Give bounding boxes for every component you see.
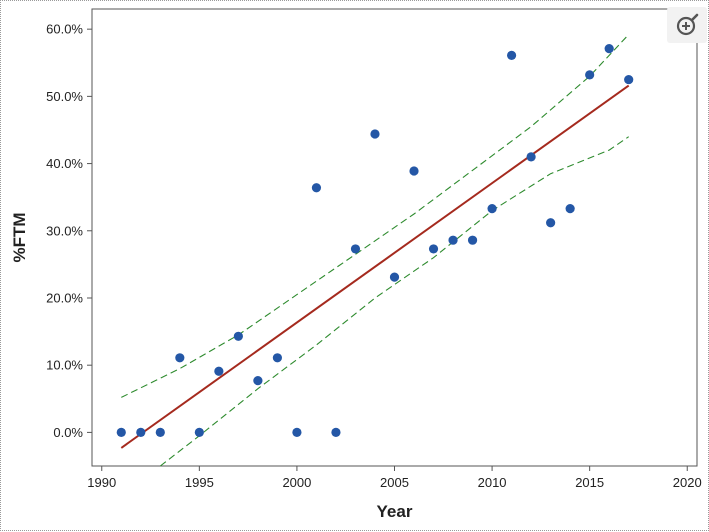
- data-point: [155, 427, 165, 437]
- data-point: [624, 74, 634, 85]
- data-point: [331, 427, 341, 437]
- x-tick-label: 2020: [673, 475, 702, 490]
- lower-confidence-line: [159, 136, 630, 467]
- data-point: [585, 70, 595, 80]
- zoom-button[interactable]: [667, 7, 707, 43]
- x-tick-label: 1990: [87, 475, 116, 490]
- x-tick-label: 2000: [282, 475, 311, 490]
- data-point: [136, 427, 146, 437]
- data-point: [506, 50, 517, 60]
- y-tick-label: 10.0%: [46, 358, 83, 373]
- x-tick-label: 1995: [185, 475, 214, 490]
- data-point: [350, 244, 361, 254]
- y-tick-label: 60.0%: [46, 22, 83, 37]
- y-axis-title: %FTM: [10, 212, 29, 262]
- data-point: [389, 272, 400, 282]
- data-point: [467, 235, 478, 245]
- data-point: [292, 427, 302, 437]
- data-point: [428, 244, 439, 254]
- fit-line: [120, 84, 630, 449]
- data-point: [233, 331, 243, 341]
- y-tick-label: 40.0%: [46, 156, 83, 171]
- x-tick-label: 2015: [575, 475, 604, 490]
- data-point: [487, 204, 497, 214]
- x-axis: 1990 1995 2000 2005 2010 2015 2020: [87, 466, 702, 490]
- data-point: [253, 376, 263, 386]
- y-axis: 0.0% 10.0% 20.0% 30.0% 40.0% 50.0% 60.0%: [46, 22, 92, 440]
- series-layer: [116, 34, 634, 467]
- data-point: [546, 218, 556, 228]
- data-point: [214, 366, 224, 376]
- y-tick-label: 50.0%: [46, 89, 83, 104]
- zoom-in-icon: [676, 13, 699, 36]
- upper-confidence-line: [121, 34, 630, 398]
- data-point: [526, 152, 536, 162]
- x-axis-title: Year: [377, 502, 413, 521]
- data-point: [311, 183, 322, 193]
- data-point: [194, 427, 204, 437]
- data-point: [448, 235, 458, 245]
- y-tick-label: 30.0%: [46, 223, 83, 238]
- x-tick-label: 2005: [380, 475, 409, 490]
- y-tick-label: 0.0%: [53, 425, 83, 440]
- data-point: [409, 166, 419, 176]
- data-point: [565, 204, 575, 214]
- data-point: [175, 353, 185, 363]
- data-point: [604, 44, 614, 54]
- x-tick-label: 2010: [478, 475, 507, 490]
- data-point: [116, 427, 126, 437]
- data-point: [370, 129, 380, 139]
- data-point: [272, 353, 283, 363]
- y-tick-label: 20.0%: [46, 290, 83, 305]
- plot-area: [91, 8, 698, 467]
